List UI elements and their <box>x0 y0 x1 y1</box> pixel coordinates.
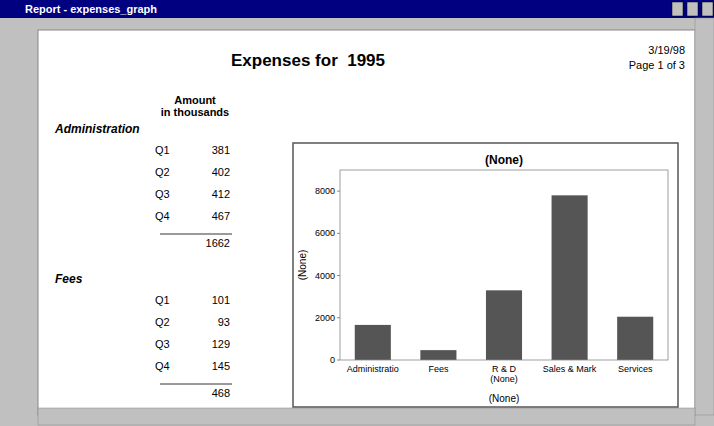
scrollbar-vertical[interactable] <box>695 18 714 415</box>
bars <box>355 195 653 360</box>
text-line: Amount <box>174 94 216 106</box>
report-page: Page 1 of 3 <box>629 59 685 71</box>
table-category: Administration <box>54 122 140 136</box>
table-category: Fees <box>55 272 83 286</box>
report-date: 3/19/98 <box>648 44 685 56</box>
x-axis-label: (None) <box>489 393 520 404</box>
report-title: Expenses for 1995 <box>231 51 385 70</box>
table-row-value: 101 <box>212 294 230 306</box>
x-tick-label: R & D(None) <box>490 364 518 384</box>
chart-title: (None) <box>485 153 523 167</box>
table-total: 1662 <box>206 237 230 249</box>
table-row-label: Q4 <box>155 210 170 222</box>
table-row-label: Q2 <box>155 316 170 328</box>
window-button[interactable] <box>687 2 698 16</box>
text-line: R & D <box>492 364 517 374</box>
window-button[interactable] <box>702 2 713 16</box>
title-bar <box>0 0 714 18</box>
x-tick-label: Administratio <box>347 364 399 374</box>
table-underline <box>160 384 232 385</box>
y-tick <box>337 233 340 234</box>
bar <box>355 325 391 360</box>
table-row-value: 145 <box>212 360 230 372</box>
plot-area <box>340 170 668 360</box>
table-row-label: Q4 <box>155 360 170 372</box>
report-window: Report - expenses_graph Expenses for 1995… <box>0 0 714 426</box>
table-total: 468 <box>212 387 230 399</box>
x-tick-label: Services <box>618 364 653 374</box>
table-row-value: 93 <box>218 316 230 328</box>
bar <box>420 350 456 360</box>
table-underline <box>160 234 232 235</box>
bar <box>552 195 588 360</box>
window-title: Report - expenses_graph <box>25 3 157 15</box>
paper <box>38 30 695 415</box>
y-tick-label: 8000 <box>315 186 335 196</box>
y-tick <box>337 275 340 276</box>
table-row-value: 467 <box>212 210 230 222</box>
y-tick <box>337 191 340 192</box>
x-tick-label: Fees <box>428 364 449 374</box>
scrollbar-horizontal[interactable] <box>38 408 695 425</box>
bar <box>617 317 653 360</box>
y-tick <box>337 317 340 318</box>
table-row-label: Q3 <box>155 188 170 200</box>
text-line: (None) <box>490 374 518 384</box>
table-header: Amountin thousands <box>161 94 229 118</box>
table-row-label: Q2 <box>155 166 170 178</box>
y-tick-label: 4000 <box>315 271 335 281</box>
window-background <box>0 0 714 426</box>
chart-panel-border <box>293 143 678 407</box>
y-tick <box>337 360 340 361</box>
table-row-value: 381 <box>212 144 230 156</box>
plot-frame <box>340 170 668 360</box>
table-row-value: 129 <box>212 338 230 350</box>
text-line: in thousands <box>161 106 229 118</box>
bar-chart: 02000400060008000AdministratioFeesR & D(… <box>297 153 668 404</box>
table-row-value: 402 <box>212 166 230 178</box>
table-row-value: 412 <box>212 188 230 200</box>
y-tick-label: 0 <box>330 355 335 365</box>
table-row-label: Q1 <box>155 144 170 156</box>
y-tick-label: 6000 <box>315 228 335 238</box>
y-tick-label: 2000 <box>315 313 335 323</box>
table-row-label: Q1 <box>155 294 170 306</box>
bar <box>486 290 522 360</box>
window-button[interactable] <box>672 2 683 16</box>
table-row-label: Q3 <box>155 338 170 350</box>
x-tick-label: Sales & Mark <box>543 364 597 374</box>
y-axis-label: (None) <box>297 250 308 281</box>
